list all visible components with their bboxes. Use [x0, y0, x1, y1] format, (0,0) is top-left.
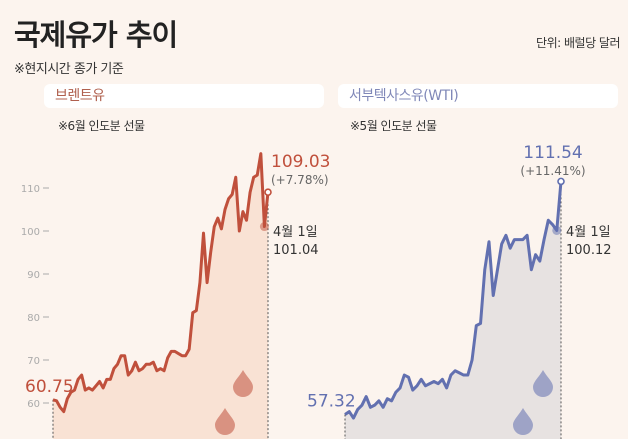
wti-latest-marker [557, 177, 565, 186]
wti-title: 서부텍사스유(WTI) [338, 84, 618, 108]
brent-subtitle: ※6월 인도분 선물 [58, 119, 145, 133]
y-tick-label: 90 [27, 270, 40, 281]
wti-end-change: (+11.41%) [520, 164, 585, 178]
wti-april1-marker [552, 225, 562, 235]
brent-end-value: 109.03 [271, 152, 330, 172]
wti-start-label: 57.32 [307, 392, 356, 412]
basis-note: ※현지시간 종가 기준 [14, 62, 124, 77]
oil-drop-icon [533, 370, 553, 397]
y-tick-label: 70 [27, 356, 40, 367]
oil-drop-icon [233, 370, 253, 397]
wti-line [344, 181, 563, 420]
wti-area [345, 181, 561, 439]
y-tick-label: 60 [27, 399, 40, 410]
unit-label: 단위: 배럴당 달러 [536, 36, 620, 50]
brent-latest-marker [264, 188, 272, 196]
brent-april1-marker [259, 222, 269, 232]
brent-area [53, 153, 268, 439]
brent-marker-date: 4월 1일 [273, 225, 318, 240]
wti-marker-value: 100.12 [566, 243, 612, 258]
brent-end-change: (+7.78%) [271, 173, 329, 187]
y-tick-label: 80 [27, 313, 40, 324]
y-tick-label: 100 [21, 227, 40, 238]
brent-marker-value: 101.04 [273, 243, 319, 258]
wti-end-value: 111.54 [523, 143, 582, 163]
brent-title: 브렌트유 [44, 84, 324, 108]
page-title: 국제유가 추이 [14, 18, 178, 52]
y-tick-label: 110 [21, 184, 40, 195]
oil-drop-icon [513, 408, 533, 435]
brent-line [52, 152, 270, 414]
oil-drop-icon [215, 408, 235, 435]
wti-subtitle: ※5월 인도분 선물 [350, 119, 437, 133]
brent-start-label: 60.75 [25, 377, 74, 397]
wti-marker-date: 4월 1일 [566, 225, 611, 240]
